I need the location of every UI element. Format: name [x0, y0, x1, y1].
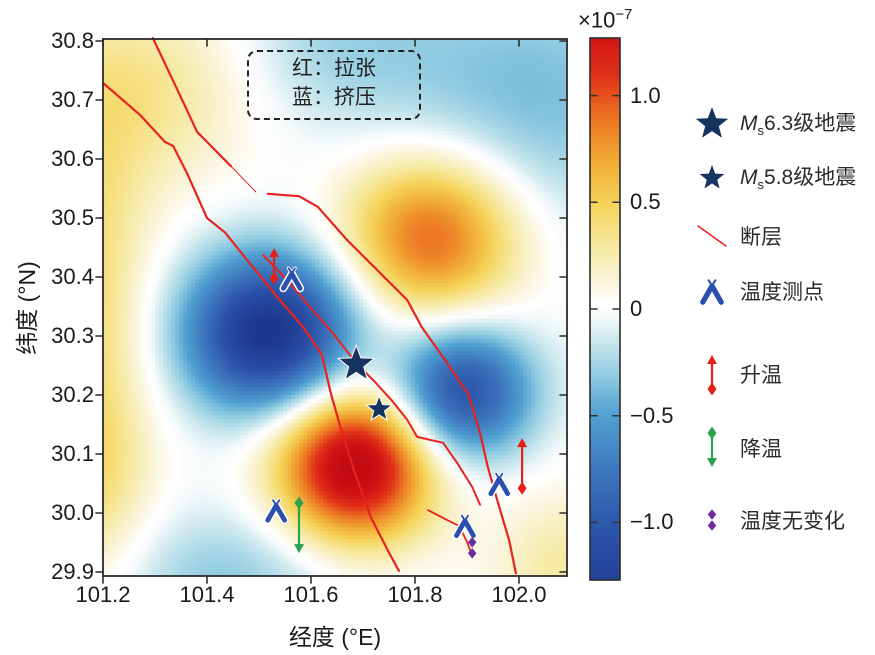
legend-item-label: 升温: [740, 364, 782, 387]
star-large-icon: [695, 107, 729, 138]
earthquake-star-icon: [336, 343, 376, 381]
legend-item-temperature-station: 温度测点: [688, 271, 824, 311]
earthquake-star-icon: [364, 394, 394, 422]
colorbar-tick-label: 0.5: [630, 189, 661, 215]
annotation-line-blue: 蓝：挤压: [292, 86, 376, 109]
x-axis-title: 经度 (°E): [288, 624, 382, 650]
legend-item-ms63-earthquake: Ms6.3级地震: [688, 101, 856, 145]
x-tick-label: 101.8: [387, 582, 443, 607]
warming-arrow-icon: [269, 248, 280, 285]
x-tick-label: 101.6: [283, 582, 339, 607]
legend-item-ms58-earthquake: Ms5.8级地震: [688, 159, 856, 195]
y-tick-label: 30.0: [51, 500, 94, 525]
x-tick-label: 101.2: [75, 582, 131, 607]
legend-item-label: 温度测点: [740, 281, 824, 304]
legend-item-cooling: 降温: [688, 425, 782, 471]
y-tick-label: 30.3: [51, 323, 94, 348]
colorbar-exponent-power: −7: [615, 6, 633, 23]
y-axis-title: 纬度 (°N): [14, 261, 40, 355]
colorbar-exponent-base: ×10: [578, 7, 616, 33]
colorbar-tick-label: 0: [630, 296, 643, 321]
warming-arrow-icon: [707, 355, 717, 396]
star-small-icon: [699, 165, 725, 189]
legend-annotation-box: 红：拉张 蓝：挤压: [247, 50, 421, 120]
fault-line-icon: [697, 225, 727, 247]
legend-item-label: Ms6.3级地震: [740, 112, 857, 139]
legend-item-label: 降温: [740, 438, 782, 461]
legend-item-fault: 断层: [688, 219, 782, 253]
legend-item-label: 温度无变化: [740, 510, 845, 533]
x-tick-label: 101.4: [179, 582, 235, 607]
colorbar-tick-label: 1.0: [630, 82, 661, 108]
x-tick-label: 102.0: [491, 582, 547, 607]
y-tick-label: 30.7: [51, 87, 94, 112]
no-change-icon: [707, 509, 717, 531]
plot-frame-and-ticks: [95, 38, 568, 584]
temperature-station-icon: [279, 266, 305, 293]
legend-item-warming: 升温: [688, 351, 782, 397]
no-change-icon: [467, 537, 477, 559]
colorbar-exponent-label: ×10−7: [578, 6, 632, 33]
annotation-line-red: 红：拉张: [292, 57, 376, 80]
warming-arrow-icon: [517, 438, 528, 495]
y-tick-label: 30.2: [51, 382, 94, 407]
cooling-arrow-icon: [294, 496, 305, 554]
colorbar-tick-label: −1.0: [630, 509, 674, 535]
y-tick-label: 30.1: [51, 441, 94, 466]
map-markers: [263, 248, 528, 559]
y-tick-label: 30.6: [51, 146, 94, 171]
legend-item-label: Ms5.8级地震: [740, 166, 857, 193]
y-tick-label: 29.9: [51, 559, 94, 584]
y-tick-label: 30.4: [51, 264, 94, 289]
temperature-station-icon: [452, 513, 478, 540]
cooling-arrow-icon: [707, 426, 717, 467]
y-tick-label: 30.5: [51, 205, 94, 230]
temperature-station-icon: [486, 471, 512, 498]
y-tick-label: 30.8: [51, 28, 94, 53]
strain-field-map: [103, 39, 567, 576]
legend-item-label: 断层: [740, 226, 782, 249]
temperature-station-icon: [263, 498, 289, 525]
legend-item-no-change: 温度无变化: [688, 505, 845, 535]
colorbar-frame-and-ticks: [589, 37, 621, 581]
colorbar-tick-label: −0.5: [630, 402, 674, 428]
temperature-station-icon: [698, 278, 726, 307]
